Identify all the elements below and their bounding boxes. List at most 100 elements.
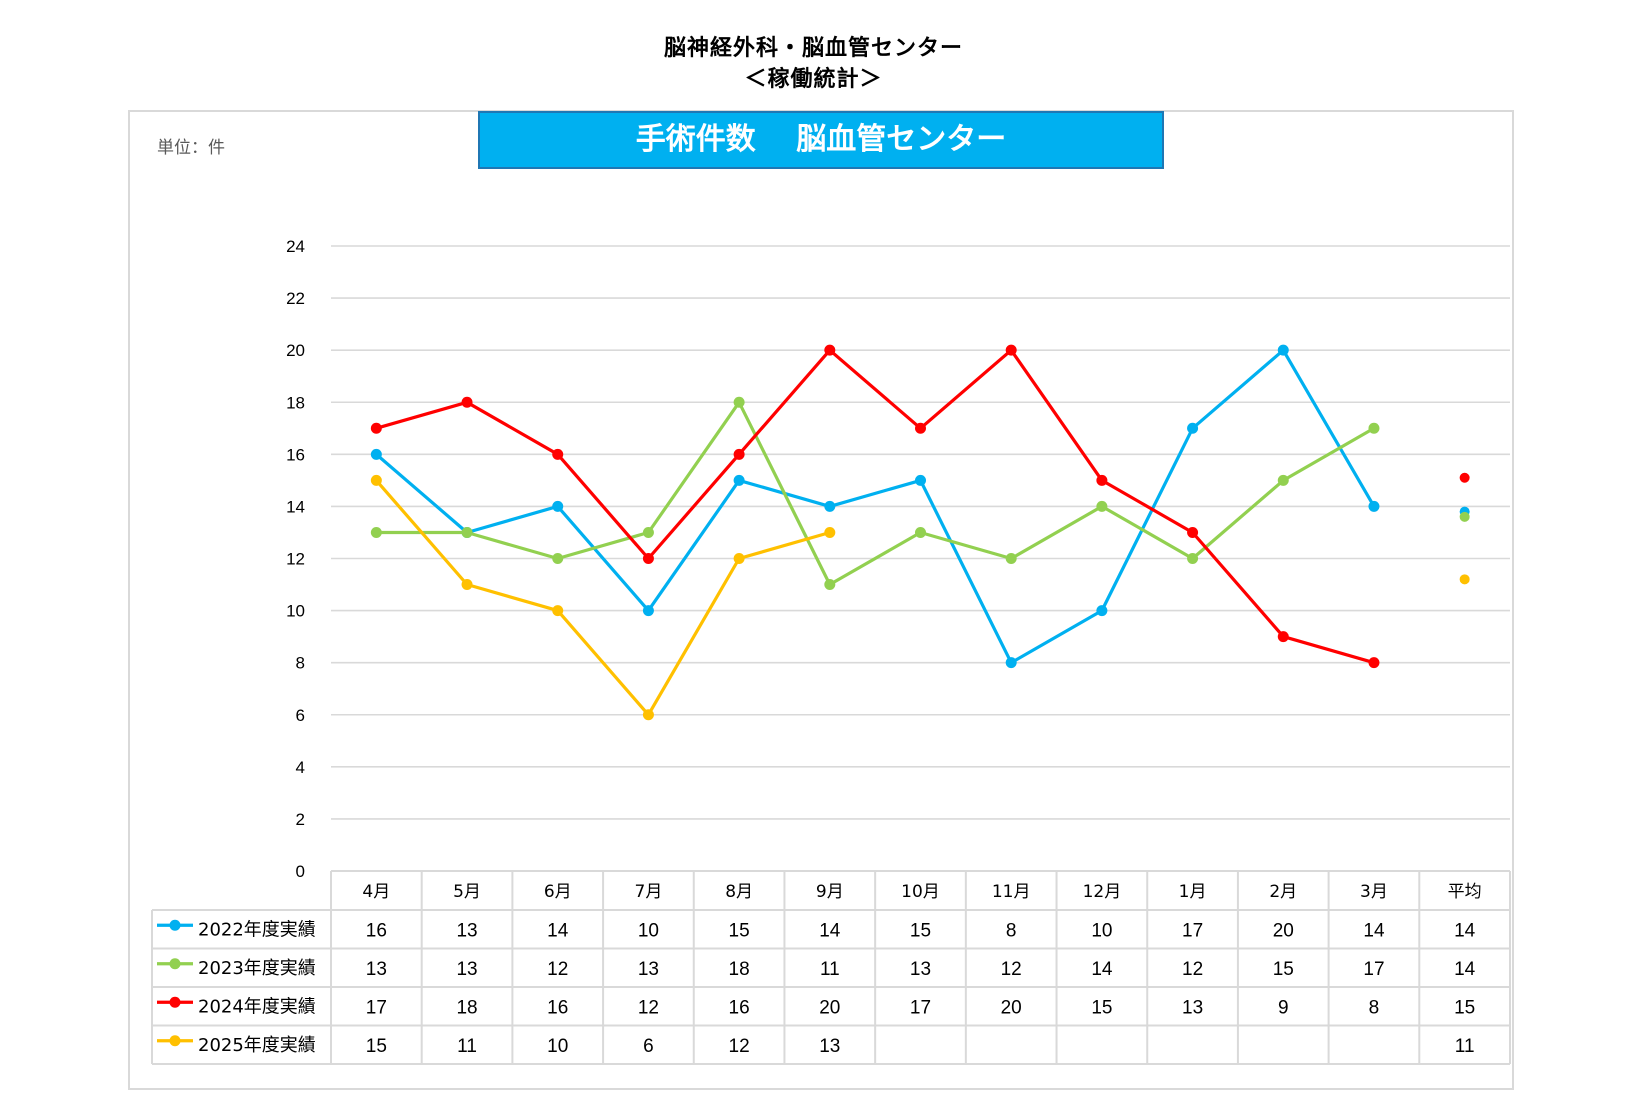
series-line bbox=[375, 348, 1375, 665]
series-point bbox=[1187, 526, 1199, 538]
legend-key-marker bbox=[169, 996, 181, 1008]
series-point bbox=[1096, 474, 1108, 486]
data-label: 18 bbox=[729, 959, 750, 980]
y-tick-label: 4 bbox=[296, 758, 305, 777]
data-label: 14 bbox=[819, 920, 841, 941]
data-label: 18 bbox=[456, 997, 477, 1018]
y-tick-label: 12 bbox=[286, 550, 305, 569]
series-point bbox=[1005, 657, 1017, 669]
series-layer bbox=[370, 344, 1380, 721]
y-tick-label: 16 bbox=[286, 445, 305, 464]
series-point bbox=[370, 526, 382, 538]
series-point bbox=[1187, 422, 1199, 434]
data-label: 13 bbox=[456, 959, 477, 980]
series-point bbox=[461, 579, 473, 591]
series-point bbox=[370, 448, 382, 460]
series-point bbox=[552, 605, 564, 617]
table-row: 2024年度実績 17 18 16 12 16 20 17 20 15 13 9 8 15 bbox=[157, 996, 1475, 1018]
x-tick-label: 10月 bbox=[901, 882, 940, 902]
x-tick-label: 8月 bbox=[725, 882, 753, 902]
data-label: 13 bbox=[1182, 997, 1203, 1018]
series-3 bbox=[370, 474, 836, 721]
average-layer bbox=[1459, 472, 1470, 585]
series-point bbox=[1096, 500, 1108, 512]
series-point bbox=[642, 709, 654, 721]
x-tick-label: 12月 bbox=[1083, 882, 1122, 902]
legend-key-marker bbox=[169, 958, 181, 970]
series-point bbox=[552, 500, 564, 512]
series-point bbox=[1368, 657, 1380, 669]
series-point bbox=[461, 526, 473, 538]
average-value: 14 bbox=[1454, 959, 1476, 980]
series-2 bbox=[370, 344, 1380, 669]
data-label: 15 bbox=[366, 1036, 387, 1057]
series-point bbox=[1368, 422, 1380, 434]
grid-layer bbox=[331, 245, 1510, 820]
y-tick-label: 6 bbox=[296, 706, 305, 725]
data-table: 4月 5月 6月 7月 8月 9月 10月 11月 12月 1月 2月 3月 平均 2022年度実績 16 1… bbox=[151, 870, 1511, 1065]
series-point bbox=[824, 579, 836, 591]
series-point bbox=[370, 474, 382, 486]
y-tick-label: 18 bbox=[286, 393, 305, 412]
data-label: 10 bbox=[1091, 920, 1112, 941]
data-label: 15 bbox=[1273, 959, 1294, 980]
y-tick-label: 10 bbox=[286, 602, 305, 621]
series-point bbox=[733, 474, 745, 486]
legend-key-marker bbox=[169, 1035, 181, 1047]
data-label: 15 bbox=[1091, 997, 1112, 1018]
average-point bbox=[1459, 511, 1470, 522]
average-point bbox=[1459, 574, 1470, 585]
x-tick-label: 6月 bbox=[544, 882, 572, 902]
series-0 bbox=[370, 344, 1380, 669]
series-point bbox=[915, 526, 926, 538]
legend-entry: 2023年度実績 bbox=[198, 958, 316, 979]
data-label: 13 bbox=[366, 959, 387, 980]
series-point bbox=[733, 396, 745, 408]
legend-entry: 2025年度実績 bbox=[198, 1035, 316, 1056]
legend-key-marker bbox=[169, 919, 181, 931]
series-line bbox=[376, 400, 1375, 587]
series-point bbox=[1005, 553, 1017, 564]
series-1 bbox=[370, 396, 1380, 591]
series-point bbox=[824, 344, 836, 356]
data-label: 8 bbox=[1369, 997, 1380, 1018]
legend-entry: 2022年度実績 bbox=[198, 919, 316, 940]
table-row: 2022年度実績 16 13 14 10 15 14 15 8 10 17 20 14 14 bbox=[157, 919, 1476, 941]
data-label: 8 bbox=[1006, 920, 1017, 941]
x-tick-label: 1月 bbox=[1179, 882, 1207, 902]
series-point bbox=[642, 605, 654, 617]
chart-title: 手術件数 脳血管センター bbox=[478, 111, 1164, 169]
series-line bbox=[375, 479, 831, 717]
data-label: 17 bbox=[366, 997, 387, 1018]
data-label: 20 bbox=[1273, 920, 1294, 941]
data-label: 12 bbox=[547, 959, 568, 980]
series-point bbox=[1277, 474, 1289, 486]
series-point bbox=[824, 500, 836, 512]
data-label: 17 bbox=[1363, 959, 1384, 980]
series-point bbox=[461, 396, 473, 408]
x-tick-label: 3月 bbox=[1360, 882, 1388, 902]
y-tick-label: 20 bbox=[286, 341, 305, 360]
x-tick-label: 11月 bbox=[992, 882, 1031, 902]
legend-entry: 2024年度実績 bbox=[198, 996, 316, 1017]
data-label: 17 bbox=[1182, 920, 1203, 941]
y-tick-label: 0 bbox=[296, 862, 305, 881]
series-point bbox=[1368, 500, 1380, 512]
data-label: 15 bbox=[729, 920, 750, 941]
average-point bbox=[1459, 472, 1470, 483]
data-label: 15 bbox=[910, 920, 931, 941]
x-tick-label: 4月 bbox=[362, 882, 390, 902]
page-subtitle: ＜稼働統計＞ bbox=[744, 67, 883, 92]
data-label: 17 bbox=[910, 997, 931, 1018]
data-label: 12 bbox=[729, 1036, 750, 1057]
series-point bbox=[733, 553, 745, 564]
series-point bbox=[1277, 344, 1289, 356]
data-label: 14 bbox=[547, 920, 569, 941]
series-point bbox=[915, 474, 926, 486]
data-label: 16 bbox=[366, 920, 387, 941]
series-point bbox=[1096, 605, 1108, 617]
data-label: 13 bbox=[819, 1036, 840, 1057]
average-header: 平均 bbox=[1448, 882, 1482, 902]
